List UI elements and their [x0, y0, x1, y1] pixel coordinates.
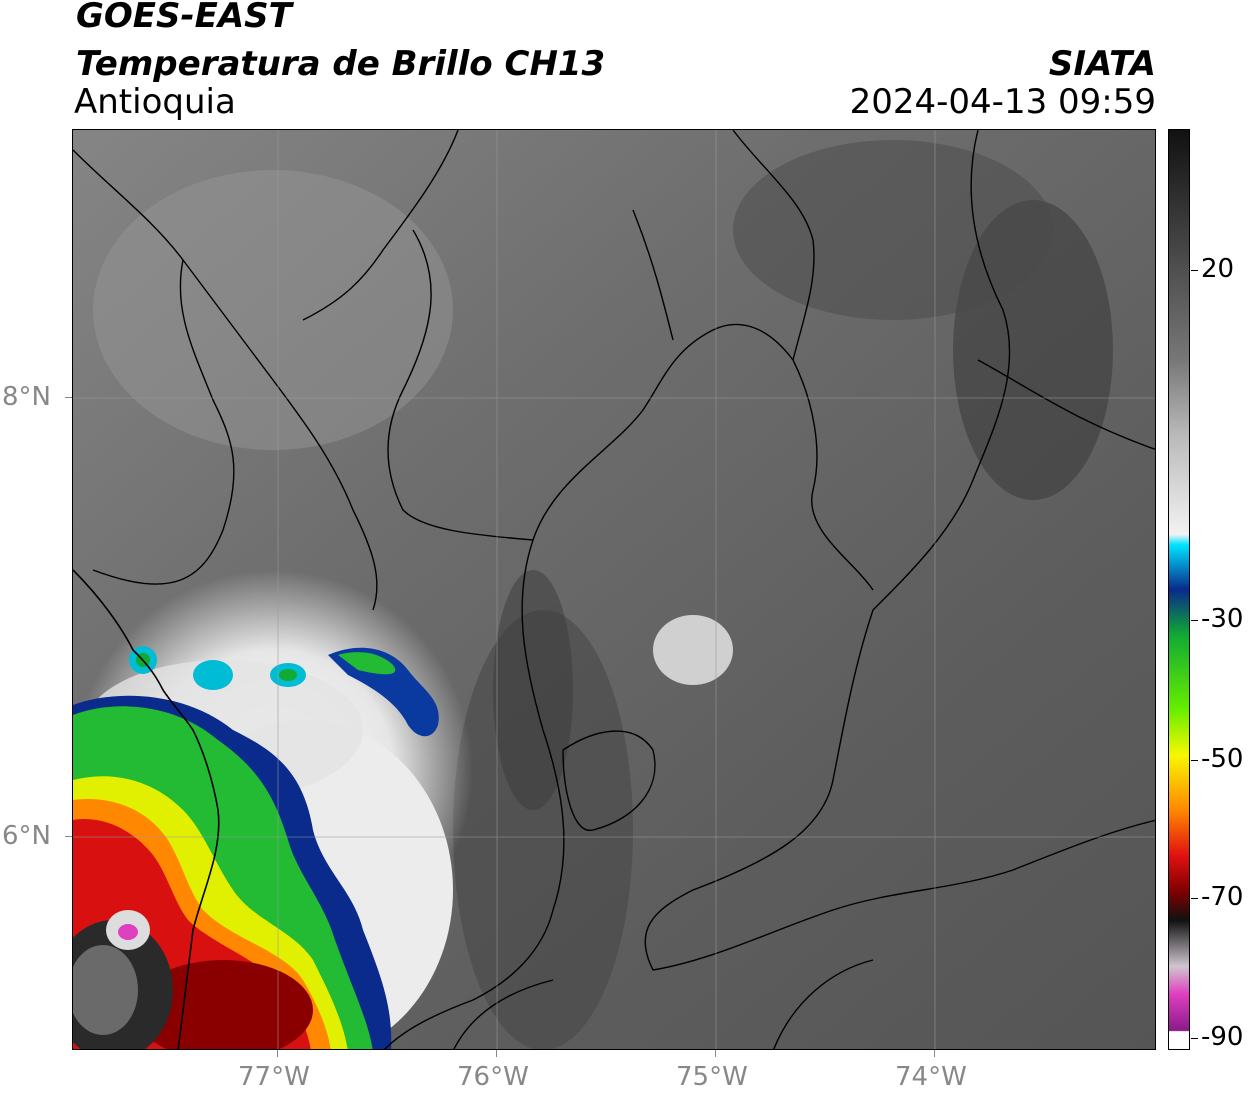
- colorbar: [1168, 129, 1190, 1050]
- colorbar-label: -30: [1201, 604, 1244, 634]
- cold-gray: [73, 945, 138, 1035]
- region-label: Antioquia: [74, 82, 236, 122]
- colorbar-label: -90: [1201, 1022, 1244, 1052]
- map-canvas: [73, 130, 1155, 1049]
- lon-label: 76°W: [457, 1062, 529, 1092]
- cold-darkred: [133, 960, 313, 1049]
- colorbar-tick: [1191, 270, 1198, 271]
- colorbar-label: 20: [1201, 254, 1235, 284]
- cell-cyan: [193, 660, 233, 690]
- title-product: Temperatura de Brillo CH13: [76, 44, 606, 84]
- lon-tick: [277, 1050, 278, 1057]
- colorbar-tick: [1191, 898, 1198, 899]
- title-satellite: GOES-EAST: [76, 0, 292, 36]
- lat-label: 8°N: [2, 382, 51, 412]
- admin-borders: [73, 130, 1155, 1049]
- lon-tick: [496, 1050, 497, 1057]
- bright-patch: [93, 170, 453, 450]
- satellite-map[interactable]: [72, 129, 1156, 1050]
- lon-label: 75°W: [676, 1062, 748, 1092]
- bright-patch: [653, 615, 733, 685]
- colorbar-tick: [1191, 1038, 1198, 1039]
- lat-tick: [65, 397, 72, 398]
- cold-core-magenta: [118, 924, 138, 940]
- colorbar-tick: [1191, 760, 1198, 761]
- lat-label: 6°N: [2, 821, 51, 851]
- lat-tick: [65, 836, 72, 837]
- colorbar-tick: [1191, 620, 1198, 621]
- lon-tick: [934, 1050, 935, 1057]
- dark-patch: [733, 140, 1053, 320]
- cell-green: [338, 652, 396, 675]
- lon-tick: [715, 1050, 716, 1057]
- agency-label: SIATA: [1048, 44, 1156, 84]
- coastline: [73, 569, 220, 1049]
- colorbar-gradient: [1169, 130, 1189, 1049]
- lon-label: 77°W: [238, 1062, 310, 1092]
- cell-blue: [328, 647, 439, 737]
- cell-green: [279, 669, 297, 681]
- colorbar-label: -70: [1201, 882, 1244, 912]
- lon-label: 74°W: [895, 1062, 967, 1092]
- colorbar-label: -50: [1201, 744, 1244, 774]
- datetime-label: 2024-04-13 09:59: [849, 82, 1156, 122]
- graticule: [73, 130, 1155, 1049]
